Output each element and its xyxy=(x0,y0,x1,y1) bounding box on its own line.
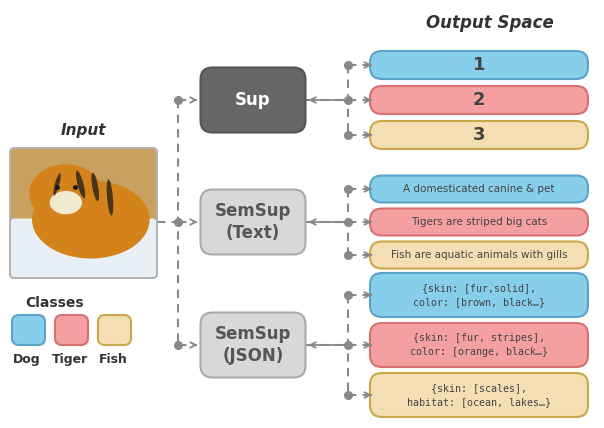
FancyBboxPatch shape xyxy=(201,190,306,255)
FancyBboxPatch shape xyxy=(370,86,588,114)
Text: {skin: [fur, stripes],
color: [orange, black…}: {skin: [fur, stripes], color: [orange, b… xyxy=(410,333,548,357)
Text: Dog: Dog xyxy=(13,353,41,366)
Text: 2: 2 xyxy=(473,91,485,109)
FancyBboxPatch shape xyxy=(55,315,88,345)
FancyBboxPatch shape xyxy=(12,315,45,345)
Text: 1: 1 xyxy=(473,56,485,74)
Ellipse shape xyxy=(53,173,61,196)
Text: {skin: [fur,solid],
color: [brown, black…}: {skin: [fur,solid], color: [brown, black… xyxy=(413,283,545,306)
Ellipse shape xyxy=(91,173,99,201)
Text: A domesticated canine & pet: A domesticated canine & pet xyxy=(403,184,554,194)
FancyBboxPatch shape xyxy=(370,323,588,367)
FancyBboxPatch shape xyxy=(11,219,156,277)
Text: Tigers are striped big cats: Tigers are striped big cats xyxy=(411,217,547,227)
Text: SemSup
(JSON): SemSup (JSON) xyxy=(215,325,291,365)
Ellipse shape xyxy=(76,171,85,198)
FancyBboxPatch shape xyxy=(370,241,588,268)
FancyBboxPatch shape xyxy=(370,208,588,235)
Text: Input: Input xyxy=(60,123,106,138)
Text: Sup: Sup xyxy=(235,91,271,109)
FancyBboxPatch shape xyxy=(98,315,131,345)
Ellipse shape xyxy=(107,179,114,216)
FancyBboxPatch shape xyxy=(370,273,588,317)
FancyBboxPatch shape xyxy=(370,121,588,149)
Text: SemSup
(Text): SemSup (Text) xyxy=(215,202,291,242)
FancyBboxPatch shape xyxy=(201,68,306,133)
Text: Tiger: Tiger xyxy=(52,353,88,366)
FancyBboxPatch shape xyxy=(201,312,306,377)
Ellipse shape xyxy=(32,181,150,259)
Text: {skin: [scales],
habitat: [ocean, lakes…}: {skin: [scales], habitat: [ocean, lakes…… xyxy=(407,383,551,407)
Ellipse shape xyxy=(50,191,82,214)
FancyBboxPatch shape xyxy=(370,373,588,417)
Text: Fish are aquatic animals with gills: Fish are aquatic animals with gills xyxy=(391,250,567,260)
Text: 3: 3 xyxy=(473,126,485,144)
Text: Output Space: Output Space xyxy=(426,14,554,32)
FancyBboxPatch shape xyxy=(370,175,588,202)
Ellipse shape xyxy=(29,164,103,223)
FancyBboxPatch shape xyxy=(370,51,588,79)
FancyBboxPatch shape xyxy=(11,149,156,277)
FancyBboxPatch shape xyxy=(10,148,157,278)
Text: Fish: Fish xyxy=(98,353,127,366)
Text: Classes: Classes xyxy=(26,296,85,310)
